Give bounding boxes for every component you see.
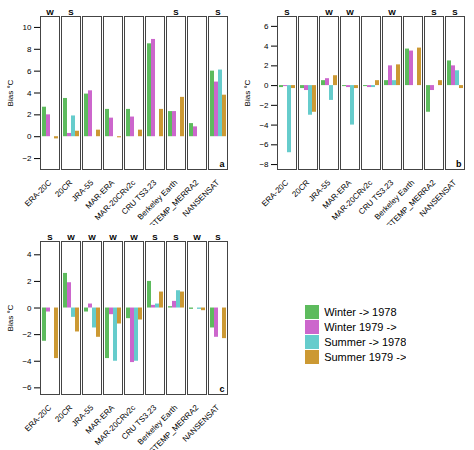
svg-text:2: 2 [264, 61, 269, 70]
svg-text:−4: −4 [259, 121, 269, 130]
svg-text:MAR-ERA: MAR-ERA [83, 178, 117, 211]
svg-text:ERA-20C: ERA-20C [23, 403, 53, 433]
svg-text:Berkeley Earth: Berkeley Earth [372, 178, 417, 222]
svg-text:2: 2 [27, 277, 32, 286]
html-text:Winter -> 1978: Winter -> 1978 [324, 305, 397, 318]
svg-text:S: S [215, 8, 221, 17]
svg-text:Berkeley Earth: Berkeley Earth [135, 403, 180, 447]
svg-text:ERA-20C: ERA-20C [23, 178, 53, 208]
svg-text:MAR-ERA: MAR-ERA [83, 403, 117, 436]
svg-text:4: 4 [27, 89, 32, 98]
svg-text:20CR: 20CR [53, 403, 75, 424]
svg-text:NANSENSAT: NANSENSAT [181, 178, 222, 219]
svg-text:a: a [219, 159, 225, 169]
svg-text:JRA-55: JRA-55 [307, 178, 333, 204]
svg-text:W: W [346, 8, 354, 17]
svg-text:W: W [67, 233, 75, 242]
svg-text:MAR-20CRv2c: MAR-20CRv2c [330, 178, 375, 223]
html-text:Winter 1979 ->: Winter 1979 -> [324, 320, 397, 333]
svg-text:c: c [219, 384, 224, 394]
svg-text:0: 0 [264, 81, 269, 90]
svg-text:S: S [47, 233, 53, 242]
html-text:Summer -> 1978: Summer -> 1978 [324, 335, 407, 348]
svg-text:S: S [152, 233, 158, 242]
svg-text:−2: −2 [22, 330, 32, 339]
svg-text:10: 10 [23, 23, 32, 32]
svg-text:−6: −6 [22, 383, 32, 392]
svg-text:ERA-20C: ERA-20C [260, 178, 290, 208]
svg-text:−2: −2 [259, 101, 269, 110]
svg-text:4: 4 [27, 250, 32, 259]
svg-text:Bias °C: Bias °C [6, 79, 15, 106]
svg-text:W: W [46, 8, 54, 17]
svg-text:S: S [431, 8, 437, 17]
html-text:Summer 1979 ->: Summer 1979 -> [324, 350, 407, 363]
svg-text:MAR-ERA: MAR-ERA [320, 178, 354, 211]
svg-text:CRU TS3.23: CRU TS3.23 [119, 403, 159, 442]
svg-text:CRU TS3.23: CRU TS3.23 [356, 178, 396, 217]
svg-text:W: W [109, 233, 117, 242]
svg-text:S: S [452, 8, 458, 17]
svg-text:b: b [456, 159, 462, 169]
svg-text:MAR-20CRv2c: MAR-20CRv2c [93, 403, 138, 448]
svg-text:JRA-55: JRA-55 [70, 403, 96, 429]
svg-text:−6: −6 [259, 140, 269, 149]
svg-text:2: 2 [27, 110, 32, 119]
svg-text:20CR: 20CR [290, 178, 312, 199]
svg-text:S: S [284, 8, 290, 17]
svg-text:0: 0 [27, 304, 32, 313]
svg-text:20CR: 20CR [53, 178, 75, 199]
svg-text:W: W [88, 233, 96, 242]
svg-text:NANSENSAT: NANSENSAT [181, 403, 222, 444]
svg-text:−8: −8 [259, 160, 269, 169]
svg-text:JRA-55: JRA-55 [70, 178, 96, 204]
svg-text:CRU TS3.23: CRU TS3.23 [119, 178, 159, 217]
svg-text:4: 4 [264, 42, 269, 51]
svg-text:−4: −4 [22, 357, 32, 366]
svg-text:W: W [193, 233, 201, 242]
svg-text:6: 6 [27, 67, 32, 76]
svg-text:Berkeley Earth: Berkeley Earth [135, 178, 180, 222]
svg-text:W: W [130, 233, 138, 242]
svg-text:S: S [68, 8, 74, 17]
svg-text:NANSENSAT: NANSENSAT [418, 178, 459, 219]
svg-text:Bias °C: Bias °C [6, 304, 15, 331]
svg-text:W: W [388, 8, 396, 17]
svg-text:MAR-20CRv2c: MAR-20CRv2c [93, 178, 138, 223]
svg-text:0: 0 [27, 132, 32, 141]
svg-text:S: S [215, 233, 221, 242]
svg-text:6: 6 [264, 22, 269, 31]
svg-text:Bias °C: Bias °C [243, 79, 252, 106]
svg-text:S: S [173, 8, 179, 17]
svg-text:S: S [173, 233, 179, 242]
svg-text:−2: −2 [22, 154, 32, 163]
svg-text:8: 8 [27, 45, 32, 54]
svg-text:W: W [325, 8, 333, 17]
